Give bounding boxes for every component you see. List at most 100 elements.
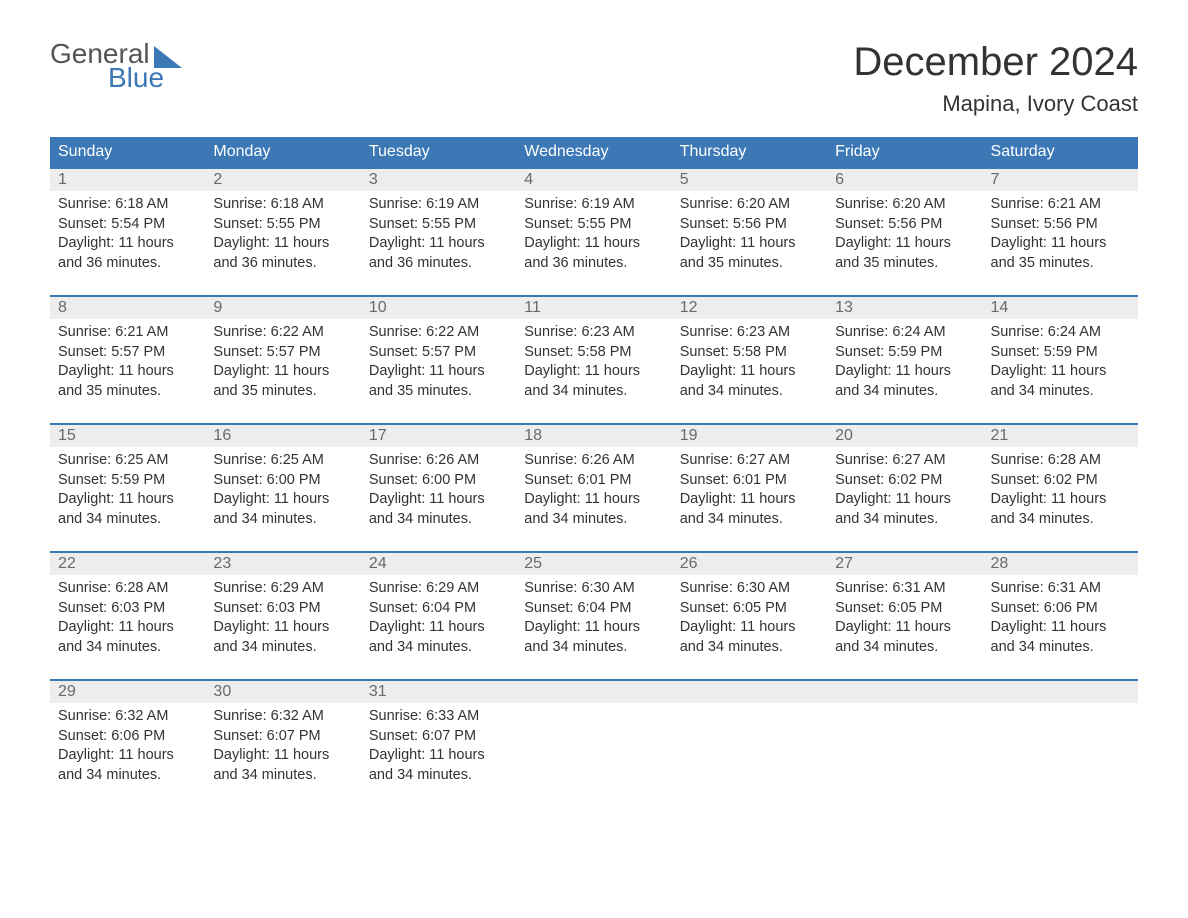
day-number: 8 [50,297,205,319]
day-number: 3 [361,169,516,191]
sunrise-line: Sunrise: 6:23 AM [524,323,663,343]
daylight-line: Daylight: 11 hours and 34 minutes. [213,490,352,529]
day-number: 6 [827,169,982,191]
daylight-line: Daylight: 11 hours and 34 minutes. [991,618,1130,657]
calendar-week-row: 1Sunrise: 6:18 AMSunset: 5:54 PMDaylight… [50,168,1138,296]
sunrise-line: Sunrise: 6:27 AM [680,451,819,471]
day-number: 30 [205,681,360,703]
daylight-line: Daylight: 11 hours and 34 minutes. [680,618,819,657]
day-details: Sunrise: 6:30 AMSunset: 6:04 PMDaylight:… [516,575,671,665]
sunset-line: Sunset: 6:01 PM [524,471,663,491]
calendar-cell: 1Sunrise: 6:18 AMSunset: 5:54 PMDaylight… [50,168,205,296]
sunrise-line: Sunrise: 6:24 AM [835,323,974,343]
day-number: 9 [205,297,360,319]
day-number: 4 [516,169,671,191]
weekday-header: Saturday [983,137,1138,168]
day-number: 17 [361,425,516,447]
day-number: 28 [983,553,1138,575]
daylight-line: Daylight: 11 hours and 34 minutes. [58,746,197,785]
day-details: Sunrise: 6:20 AMSunset: 5:56 PMDaylight:… [672,191,827,281]
day-number: 26 [672,553,827,575]
sunrise-line: Sunrise: 6:31 AM [991,579,1130,599]
sunrise-line: Sunrise: 6:31 AM [835,579,974,599]
sunrise-line: Sunrise: 6:19 AM [524,195,663,215]
calendar-cell: 29Sunrise: 6:32 AMSunset: 6:06 PMDayligh… [50,680,205,808]
day-number: 31 [361,681,516,703]
sunset-line: Sunset: 5:54 PM [58,215,197,235]
day-details: Sunrise: 6:28 AMSunset: 6:03 PMDaylight:… [50,575,205,665]
sunset-line: Sunset: 5:55 PM [369,215,508,235]
logo-text-blue: Blue [108,64,182,92]
calendar-cell: 5Sunrise: 6:20 AMSunset: 5:56 PMDaylight… [672,168,827,296]
daylight-line: Daylight: 11 hours and 35 minutes. [835,234,974,273]
calendar-cell: 26Sunrise: 6:30 AMSunset: 6:05 PMDayligh… [672,552,827,680]
sunset-line: Sunset: 6:00 PM [369,471,508,491]
day-number: 29 [50,681,205,703]
day-number: 16 [205,425,360,447]
sunrise-line: Sunrise: 6:23 AM [680,323,819,343]
sunrise-line: Sunrise: 6:26 AM [369,451,508,471]
calendar-cell: 12Sunrise: 6:23 AMSunset: 5:58 PMDayligh… [672,296,827,424]
calendar-cell: 22Sunrise: 6:28 AMSunset: 6:03 PMDayligh… [50,552,205,680]
day-number: 20 [827,425,982,447]
sunset-line: Sunset: 6:07 PM [213,727,352,747]
weekday-header: Wednesday [516,137,671,168]
logo: General Blue [50,40,182,92]
day-details: Sunrise: 6:22 AMSunset: 5:57 PMDaylight:… [361,319,516,409]
sunset-line: Sunset: 6:02 PM [835,471,974,491]
sunrise-line: Sunrise: 6:27 AM [835,451,974,471]
page-title: December 2024 [853,40,1138,85]
calendar-cell: 11Sunrise: 6:23 AMSunset: 5:58 PMDayligh… [516,296,671,424]
daylight-line: Daylight: 11 hours and 35 minutes. [680,234,819,273]
sunset-line: Sunset: 5:59 PM [835,343,974,363]
day-details: Sunrise: 6:18 AMSunset: 5:55 PMDaylight:… [205,191,360,281]
calendar-cell: 13Sunrise: 6:24 AMSunset: 5:59 PMDayligh… [827,296,982,424]
calendar-cell: 3Sunrise: 6:19 AMSunset: 5:55 PMDaylight… [361,168,516,296]
calendar-cell: 21Sunrise: 6:28 AMSunset: 6:02 PMDayligh… [983,424,1138,552]
sunrise-line: Sunrise: 6:28 AM [991,451,1130,471]
calendar-cell: 10Sunrise: 6:22 AMSunset: 5:57 PMDayligh… [361,296,516,424]
day-details: Sunrise: 6:25 AMSunset: 5:59 PMDaylight:… [50,447,205,537]
day-number: 18 [516,425,671,447]
daylight-line: Daylight: 11 hours and 34 minutes. [524,490,663,529]
day-details: Sunrise: 6:26 AMSunset: 6:01 PMDaylight:… [516,447,671,537]
sunset-line: Sunset: 6:02 PM [991,471,1130,491]
location-text: Mapina, Ivory Coast [853,91,1138,117]
day-details: Sunrise: 6:20 AMSunset: 5:56 PMDaylight:… [827,191,982,281]
sunrise-line: Sunrise: 6:22 AM [369,323,508,343]
day-details: Sunrise: 6:24 AMSunset: 5:59 PMDaylight:… [827,319,982,409]
sunset-line: Sunset: 6:03 PM [58,599,197,619]
calendar-cell: 15Sunrise: 6:25 AMSunset: 5:59 PMDayligh… [50,424,205,552]
daylight-line: Daylight: 11 hours and 36 minutes. [213,234,352,273]
daylight-line: Daylight: 11 hours and 34 minutes. [680,490,819,529]
day-details: Sunrise: 6:18 AMSunset: 5:54 PMDaylight:… [50,191,205,281]
calendar-cell: 31Sunrise: 6:33 AMSunset: 6:07 PMDayligh… [361,680,516,808]
sunrise-line: Sunrise: 6:18 AM [58,195,197,215]
day-details: Sunrise: 6:23 AMSunset: 5:58 PMDaylight:… [516,319,671,409]
sunset-line: Sunset: 5:58 PM [524,343,663,363]
daylight-line: Daylight: 11 hours and 34 minutes. [369,746,508,785]
day-details: Sunrise: 6:27 AMSunset: 6:02 PMDaylight:… [827,447,982,537]
sunset-line: Sunset: 5:56 PM [680,215,819,235]
daylight-line: Daylight: 11 hours and 34 minutes. [524,618,663,657]
calendar-cell: 17Sunrise: 6:26 AMSunset: 6:00 PMDayligh… [361,424,516,552]
sunrise-line: Sunrise: 6:21 AM [58,323,197,343]
day-number: 27 [827,553,982,575]
sunset-line: Sunset: 6:06 PM [991,599,1130,619]
sunset-line: Sunset: 5:58 PM [680,343,819,363]
sunset-line: Sunset: 5:59 PM [991,343,1130,363]
day-details: Sunrise: 6:24 AMSunset: 5:59 PMDaylight:… [983,319,1138,409]
sunset-line: Sunset: 6:04 PM [369,599,508,619]
day-number: 19 [672,425,827,447]
day-details: Sunrise: 6:19 AMSunset: 5:55 PMDaylight:… [361,191,516,281]
daylight-line: Daylight: 11 hours and 34 minutes. [835,490,974,529]
day-details: Sunrise: 6:28 AMSunset: 6:02 PMDaylight:… [983,447,1138,537]
daylight-line: Daylight: 11 hours and 34 minutes. [835,362,974,401]
daylight-line: Daylight: 11 hours and 35 minutes. [991,234,1130,273]
sunset-line: Sunset: 5:57 PM [58,343,197,363]
daylight-line: Daylight: 11 hours and 36 minutes. [58,234,197,273]
title-block: December 2024 Mapina, Ivory Coast [853,40,1138,117]
sunset-line: Sunset: 6:05 PM [680,599,819,619]
day-number: 22 [50,553,205,575]
day-number: 2 [205,169,360,191]
